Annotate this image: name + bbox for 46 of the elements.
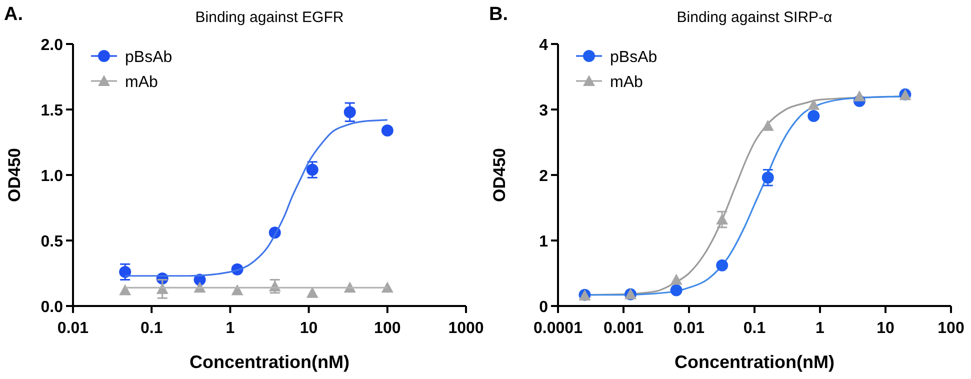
x-tick-label: 0.1	[140, 320, 163, 337]
x-tick-label: 0.0001	[534, 320, 583, 337]
x-tick-label: 1	[816, 320, 825, 337]
point	[808, 110, 820, 122]
x-tick-label: 10	[876, 320, 894, 337]
point	[670, 274, 682, 285]
y-axis-title: OD450	[490, 148, 509, 202]
legend-label: pBsAb	[125, 49, 172, 66]
legend-label: pBsAb	[610, 49, 658, 66]
y-tick-label: 0.5	[40, 234, 64, 250]
y-tick-label: 1	[539, 234, 548, 250]
y-tick-label: 1.5	[40, 102, 64, 120]
point	[670, 284, 682, 296]
point	[344, 106, 356, 118]
y-tick-label: 3	[539, 102, 548, 120]
x-tick-label: 0.1	[743, 320, 766, 337]
point	[119, 284, 132, 296]
point	[808, 98, 820, 110]
chart-title: Binding against EGFR	[195, 9, 344, 26]
y-tick-label: 1.0	[40, 168, 64, 185]
point	[716, 259, 728, 272]
point	[853, 90, 866, 102]
y-tick-label: 0.0	[40, 299, 64, 316]
x-tick-label: 100	[374, 320, 401, 337]
x-tick-label: 1	[226, 320, 235, 337]
point	[381, 124, 394, 136]
point	[231, 284, 244, 296]
x-axis-title: Concentration(nM)	[190, 352, 350, 372]
y-tick-label: 4	[539, 37, 548, 54]
x-tick-label: 100	[938, 320, 964, 337]
y-tick-label: 2	[539, 168, 548, 185]
x-tick-label: 0.01	[673, 320, 705, 337]
y-tick-label: 2.0	[40, 37, 64, 54]
x-axis-title: Concentration(nM)	[674, 352, 834, 372]
x-tick-label: 0.01	[57, 320, 89, 337]
chart-title: Binding against SIRP-α	[676, 9, 833, 26]
x-tick-label: 0.001	[603, 320, 644, 337]
text: B.	[489, 4, 508, 25]
legend-label: mAb	[610, 74, 643, 91]
y-tick-label: 0	[539, 299, 548, 316]
x-tick-label: 10	[300, 320, 318, 337]
legend-label: mAb	[125, 74, 158, 91]
text: A.	[4, 4, 23, 25]
point	[762, 120, 774, 131]
x-tick-label: 1000	[448, 320, 484, 337]
y-axis-title: OD450	[5, 148, 24, 202]
